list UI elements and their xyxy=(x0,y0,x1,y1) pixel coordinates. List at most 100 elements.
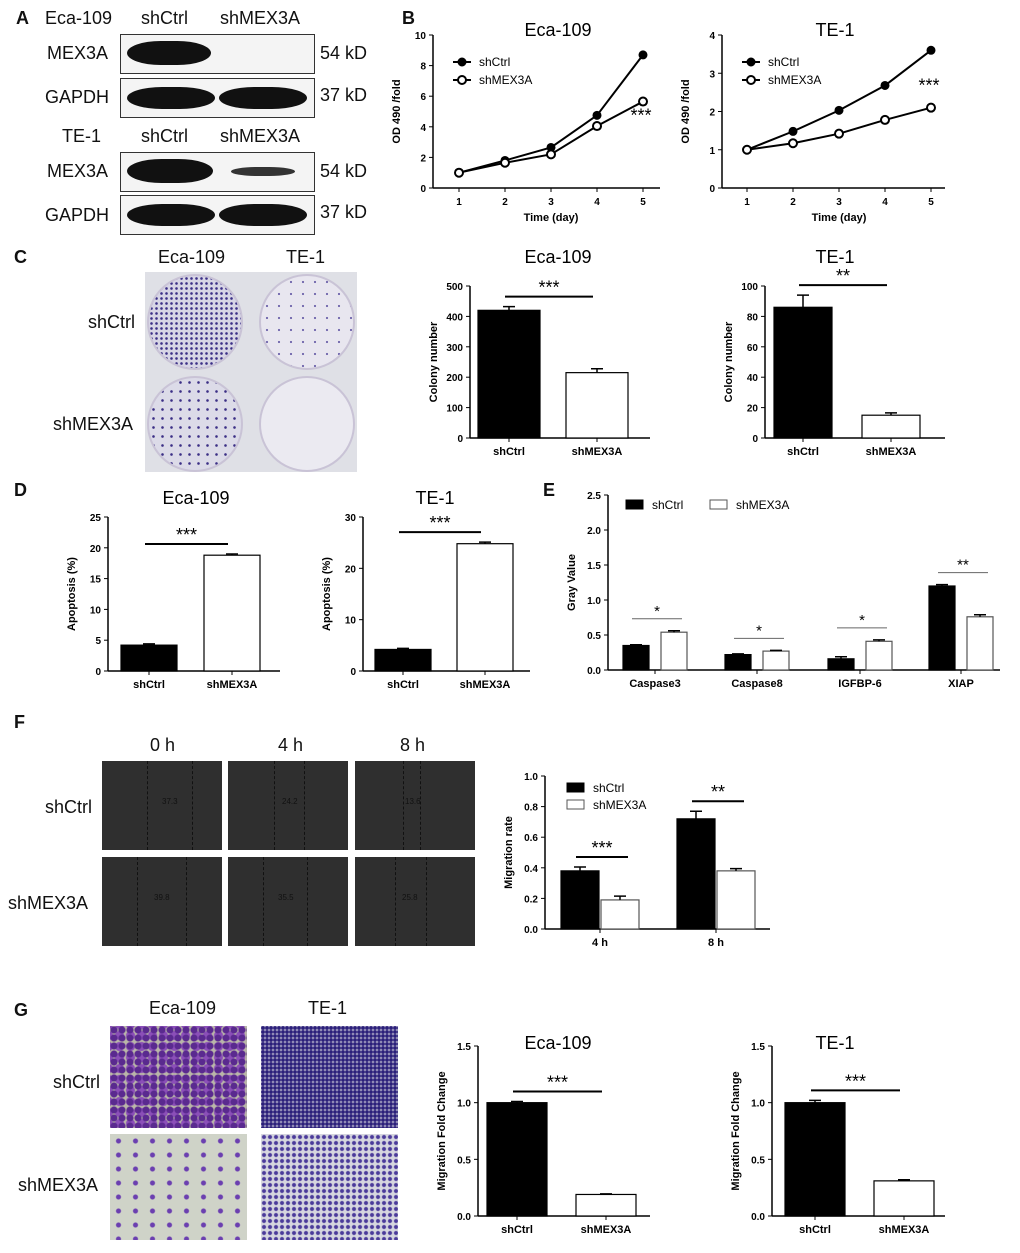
x-tick-label: 2 xyxy=(502,197,508,208)
chart-title: Eca-109 xyxy=(524,1033,591,1053)
legend-marker xyxy=(746,75,756,85)
blot-size: 37 kD xyxy=(320,202,368,222)
data-point xyxy=(454,167,464,178)
y-tick-label: 25 xyxy=(90,513,102,524)
wound-image: 39.8 xyxy=(102,857,222,946)
blot-lane-shmex3a: shMEX3A xyxy=(220,8,301,28)
y-tick-label: 0.8 xyxy=(524,803,538,814)
blot-protein: MEX3A xyxy=(47,161,109,181)
error-bar xyxy=(797,294,809,308)
error-bar xyxy=(885,412,897,416)
y-axis-label: OD 490 /fold xyxy=(391,79,403,143)
y-axis-label: Migration rate xyxy=(503,816,515,889)
y-tick-label: 40 xyxy=(747,373,759,384)
y-axis-label: OD 490 /fold xyxy=(680,79,692,143)
y-axis-label: Migration Fold Change xyxy=(436,1071,448,1190)
legend-swatch xyxy=(625,499,644,510)
y-axis-label: Colony number xyxy=(723,321,735,402)
y-tick-label: 0.4 xyxy=(524,864,538,875)
error-bar xyxy=(503,305,515,311)
bar-shMEX3A-IGFBP-6 xyxy=(865,640,893,671)
bar-shCtrl-Caspase8 xyxy=(724,653,752,671)
bar-shCtrl-8 h xyxy=(676,818,716,930)
blot-size: 54 kD xyxy=(320,161,368,181)
error-bar xyxy=(770,649,782,652)
y-tick-label: 1.0 xyxy=(457,1099,471,1110)
legend-swatch xyxy=(566,799,585,810)
chart-title: Eca-109 xyxy=(524,20,591,40)
data-point xyxy=(834,105,844,115)
error-bar xyxy=(630,644,642,646)
x-tick-label: shMEX3A xyxy=(207,679,258,691)
western-blot-image xyxy=(120,152,315,192)
x-tick-label: 3 xyxy=(548,197,554,208)
y-axis-label: Migration Fold Change xyxy=(730,1071,742,1190)
western-blot-image xyxy=(120,78,315,118)
bar-shMEX3A xyxy=(203,554,261,672)
y-tick-label: 8 xyxy=(420,62,426,73)
y-tick-label: 15 xyxy=(90,575,102,586)
panel-label-d: D xyxy=(14,480,27,500)
error-bar xyxy=(591,367,603,373)
chart-g-9: 0.0 0.5 1.0 1.5 Migration Fold Change TE-1 shC… xyxy=(730,1033,945,1236)
error-bar xyxy=(226,553,238,556)
legend-label: shCtrl xyxy=(479,55,510,69)
chart-c-2: 0 100 200 300 400 500 Colony number Eca-109 shCt… xyxy=(428,247,650,458)
x-axis-label: Time (day) xyxy=(812,212,867,224)
y-tick-label: 0 xyxy=(457,434,463,445)
y-tick-label: 1 xyxy=(709,146,715,157)
chart-b-1: 0 1 2 3 4 OD 490 /fold TE-1 1 2 3 4 5 Time (day) shCt… xyxy=(680,20,945,224)
y-tick-label: 0.0 xyxy=(587,666,601,677)
y-tick-label: 400 xyxy=(446,312,463,323)
x-tick-label: 5 xyxy=(928,197,934,208)
significance-marker: * xyxy=(859,612,865,629)
data-point xyxy=(834,128,844,139)
y-tick-label: 200 xyxy=(446,373,463,384)
x-tick-label: shMEX3A xyxy=(460,679,511,691)
y-axis-label: Apoptosis (%) xyxy=(321,557,333,631)
y-tick-label: 2.5 xyxy=(587,491,601,502)
y-tick-label: 300 xyxy=(446,343,463,354)
y-tick-label: 2 xyxy=(420,153,426,164)
y-tick-label: 0.6 xyxy=(524,833,538,844)
y-tick-label: 10 xyxy=(345,616,357,627)
x-tick-label: shCtrl xyxy=(133,679,165,691)
y-tick-label: 1.5 xyxy=(587,561,601,572)
data-point xyxy=(788,138,798,149)
x-tick-label: 3 xyxy=(836,197,842,208)
y-tick-label: 4 xyxy=(420,123,426,134)
y-tick-label: 4 xyxy=(709,31,715,42)
y-tick-label: 0 xyxy=(709,184,715,195)
significance-marker: *** xyxy=(547,1073,568,1093)
x-tick-label: 2 xyxy=(790,197,796,208)
blot-lane-shmex3a: shMEX3A xyxy=(220,126,301,146)
x-axis-label: Time (day) xyxy=(524,212,579,224)
y-axis-label: Apoptosis (%) xyxy=(66,557,78,631)
chart-d-5: 0 10 20 30 Apoptosis (%) TE-1 shCtrl shMEX3A *** xyxy=(321,488,530,691)
blot-cell-eca: Eca-109 xyxy=(45,8,113,28)
error-bar xyxy=(730,867,742,871)
bar-shMEX3A-8 h xyxy=(716,870,756,930)
chart-title: TE-1 xyxy=(815,1033,854,1053)
wound-image: 24.2 xyxy=(228,761,348,850)
transwell-image xyxy=(110,1134,247,1240)
significance-marker: *** xyxy=(630,105,651,125)
blot-protein: GAPDH xyxy=(45,87,110,107)
bar-shCtrl-Caspase3 xyxy=(622,644,650,671)
error-bar xyxy=(936,583,948,586)
panel-label-f: F xyxy=(14,712,25,732)
transwell-col-label: Eca-109 xyxy=(149,998,217,1018)
x-tick-label: IGFBP-6 xyxy=(838,678,881,690)
x-tick-label: shCtrl xyxy=(493,446,525,458)
transwell-image xyxy=(261,1134,398,1240)
data-point xyxy=(638,50,648,60)
blot-size: 54 kD xyxy=(320,43,368,63)
x-tick-label: 4 xyxy=(882,197,888,208)
error-bar xyxy=(873,639,885,642)
series-line-shMEX3A xyxy=(458,100,644,174)
chart-d-4: 0 5 10 15 20 25 Apoptosis (%) Eca-109 shCtrl shME… xyxy=(66,488,280,691)
legend-marker xyxy=(746,57,756,67)
bar-shCtrl xyxy=(374,648,432,672)
error-bar xyxy=(574,866,586,871)
legend-swatch xyxy=(709,499,728,510)
